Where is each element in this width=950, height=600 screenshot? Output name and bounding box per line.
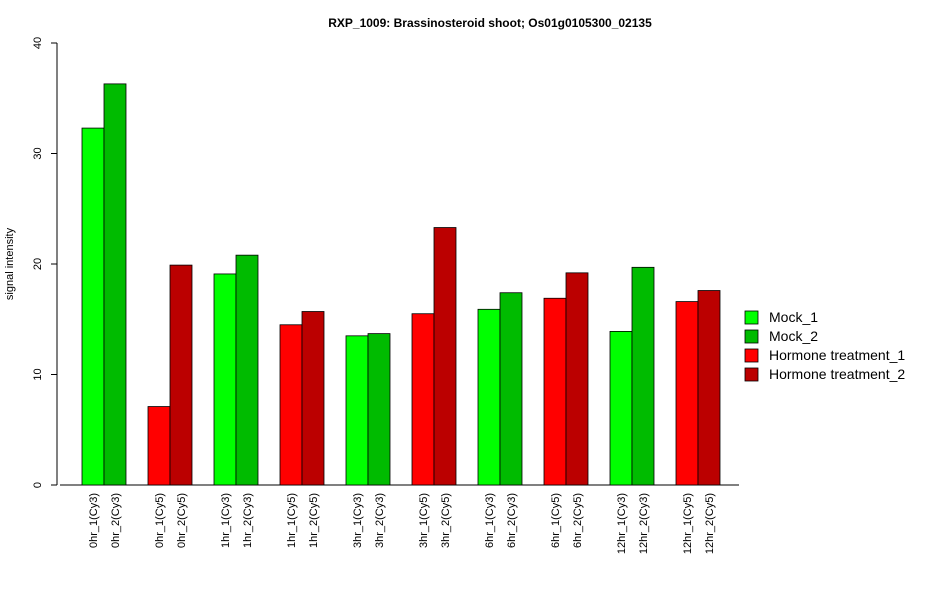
x-tick-label: 6hr_1(Cy5) (550, 493, 562, 548)
x-tick-label: 1hr_2(Cy3) (242, 493, 254, 548)
bar (213, 273, 237, 486)
bar (631, 266, 655, 486)
bar (697, 290, 721, 486)
bar (279, 324, 303, 486)
y-tick-label: 10 (32, 368, 44, 380)
x-tick-labels: 0hr_1(Cy3) 0hr_2(Cy3) 0hr_1(Cy5) 0hr_2(Cy5)… (88, 493, 716, 554)
x-tick-label: 6hr_2(Cy3) (506, 493, 518, 548)
x-tick-label: 1hr_1(Cy3) (220, 493, 232, 548)
legend-swatch (744, 310, 759, 325)
x-tick-label: 12hr_2(Cy5) (704, 493, 716, 554)
bar (543, 297, 567, 486)
bar (609, 331, 633, 486)
y-tick-label: 30 (32, 147, 44, 159)
legend-swatch (744, 329, 759, 344)
bar (81, 127, 105, 486)
bar (169, 264, 193, 486)
bars-group (81, 83, 721, 486)
bar (345, 335, 369, 486)
bar (477, 308, 501, 486)
bar (103, 83, 127, 486)
x-tick-label: 0hr_1(Cy5) (154, 493, 166, 548)
y-axis-label: signal intensity (4, 227, 16, 300)
y-tick-label: 0 (32, 482, 44, 488)
bar (675, 301, 699, 486)
x-tick-label: 1hr_1(Cy5) (286, 493, 298, 548)
x-tick-label: 3hr_1(Cy3) (352, 493, 364, 548)
bar (147, 406, 171, 486)
x-tick-label: 3hr_2(Cy3) (374, 493, 386, 548)
bar (499, 292, 523, 486)
x-tick-label: 6hr_2(Cy5) (572, 493, 584, 548)
legend: Mock_1 Mock_2 Hormone treatment_1 Hormone t… (744, 309, 905, 382)
bar (411, 313, 435, 486)
x-tick-label: 12hr_2(Cy3) (638, 493, 650, 554)
legend-swatch (744, 348, 759, 363)
y-axis: 0 10 20 30 40 (32, 37, 58, 488)
x-tick-label: 0hr_2(Cy5) (176, 493, 188, 548)
bar (235, 254, 259, 486)
x-tick-label: 6hr_1(Cy3) (484, 493, 496, 548)
bar (433, 227, 457, 486)
bar (565, 272, 589, 486)
x-tick-label: 3hr_2(Cy5) (440, 493, 452, 548)
x-tick-label: 0hr_2(Cy3) (110, 493, 122, 548)
x-tick-label: 0hr_1(Cy3) (88, 493, 100, 548)
x-tick-label: 12hr_1(Cy5) (682, 493, 694, 554)
legend-label: Hormone treatment_1 (769, 347, 905, 363)
x-tick-label: 12hr_1(Cy3) (616, 493, 628, 554)
y-tick-label: 40 (32, 37, 44, 49)
legend-label: Mock_2 (769, 328, 818, 344)
x-tick-label: 1hr_2(Cy5) (308, 493, 320, 548)
legend-label: Hormone treatment_2 (769, 366, 905, 382)
legend-swatch (744, 367, 759, 382)
legend-label: Mock_1 (769, 309, 818, 325)
bar (301, 311, 325, 486)
x-tick-label: 3hr_1(Cy5) (418, 493, 430, 548)
bar (367, 333, 391, 486)
chart-title: RXP_1009: Brassinosteroid shoot; Os01g01… (328, 16, 652, 30)
y-tick-label: 20 (32, 258, 44, 270)
